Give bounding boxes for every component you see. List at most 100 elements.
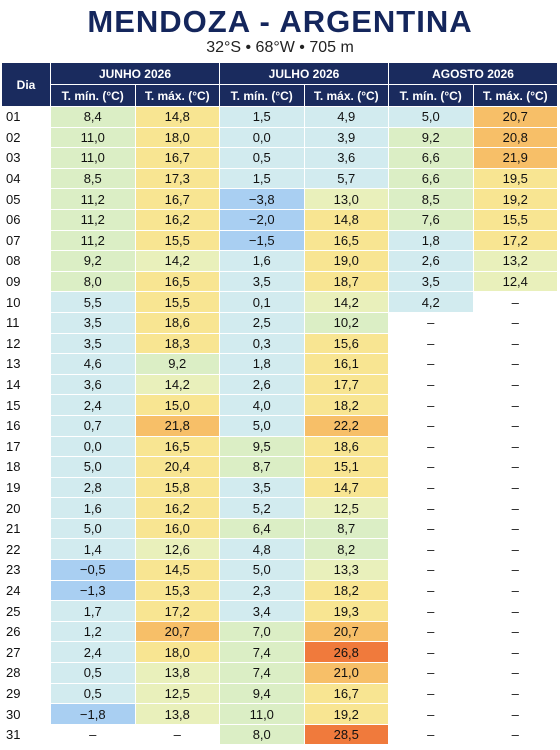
temp-cell: 0,0 bbox=[219, 126, 305, 149]
temp-cell: 20,4 bbox=[134, 456, 220, 478]
data-row: 17 0,0 16,5 9,5 18,6– – bbox=[1, 435, 558, 458]
day-cell: 01 bbox=[1, 106, 51, 128]
data-row: 23 −0,5 14,5 5,0 13,3– – bbox=[1, 559, 558, 581]
temp-cell: – bbox=[472, 414, 558, 437]
temp-cell: 1,7 bbox=[50, 600, 136, 622]
temp-cell: 11,0 bbox=[50, 147, 136, 169]
day-cell: 03 bbox=[1, 147, 51, 169]
data-row: 06 11,2 16,2 −2,0 14,8 7,6 15,5 bbox=[1, 208, 558, 231]
title: MENDOZA - ARGENTINA bbox=[87, 4, 473, 39]
temp-cell: 4,2 bbox=[388, 291, 474, 313]
temp-cell: – bbox=[388, 538, 474, 561]
temp-cell: – bbox=[472, 497, 558, 519]
month-header: JULHO 2026 bbox=[219, 62, 389, 85]
temp-cell: 6,6 bbox=[388, 167, 474, 190]
data-row: 10 5,5 15,5 0,1 14,2 4,2– bbox=[1, 291, 558, 313]
temp-cell: 3,5 bbox=[50, 311, 136, 334]
temp-cell: 8,0 bbox=[219, 723, 305, 746]
temp-cell: 4,8 bbox=[219, 538, 305, 561]
temp-cell: 19,2 bbox=[472, 188, 558, 210]
data-row: 30 −1,8 13,8 11,0 19,2– – bbox=[1, 703, 558, 725]
day-cell: 06 bbox=[1, 208, 51, 231]
column-header: T. máx. (°C) bbox=[134, 84, 220, 107]
temp-cell: 5,0 bbox=[219, 559, 305, 581]
temp-cell: 16,5 bbox=[134, 270, 220, 293]
temp-cell: 8,5 bbox=[50, 167, 136, 190]
temp-cell: 16,1 bbox=[303, 353, 389, 375]
temp-cell: – bbox=[472, 538, 558, 561]
temp-cell: 1,5 bbox=[219, 167, 305, 190]
temp-cell: 0,7 bbox=[50, 414, 136, 437]
temp-cell: – bbox=[388, 332, 474, 355]
temp-cell: – bbox=[388, 311, 474, 334]
temp-cell: 16,7 bbox=[134, 147, 220, 169]
day-cell: 05 bbox=[1, 188, 51, 210]
temp-cell: 3,5 bbox=[219, 270, 305, 293]
day-cell: 09 bbox=[1, 270, 51, 293]
data-row: 29 0,5 12,5 9,4 16,7– – bbox=[1, 682, 558, 705]
temp-cell: 13,3 bbox=[303, 559, 389, 581]
temp-cell: 18,3 bbox=[134, 332, 220, 355]
temp-cell: – bbox=[472, 456, 558, 478]
temp-cell: – bbox=[472, 703, 558, 725]
temp-cell: – bbox=[388, 703, 474, 725]
temp-cell: – bbox=[388, 456, 474, 478]
temp-cell: 12,5 bbox=[303, 497, 389, 519]
temp-cell: – bbox=[472, 662, 558, 684]
temp-cell: 8,7 bbox=[219, 456, 305, 478]
temp-cell: 9,5 bbox=[219, 435, 305, 458]
temp-cell: 15,3 bbox=[134, 579, 220, 602]
temp-cell: 18,6 bbox=[303, 435, 389, 458]
temp-cell: 13,8 bbox=[134, 703, 220, 725]
temp-cell: 3,9 bbox=[303, 126, 389, 149]
temp-cell: – bbox=[472, 311, 558, 334]
day-cell: 23 bbox=[1, 559, 51, 581]
weather-table: Dia JUNHO 2026 JULHO 2026 AGOSTO 2026 T. mín… bbox=[1, 62, 558, 746]
temp-cell: 16,7 bbox=[303, 682, 389, 705]
temp-cell: 1,6 bbox=[219, 250, 305, 272]
temp-cell: – bbox=[472, 579, 558, 602]
day-cell: 04 bbox=[1, 167, 51, 190]
temp-cell: 11,0 bbox=[50, 126, 136, 149]
temp-cell: 17,2 bbox=[134, 600, 220, 622]
temp-cell: 9,2 bbox=[388, 126, 474, 149]
temp-cell: 3,5 bbox=[219, 476, 305, 499]
temp-cell: – bbox=[388, 662, 474, 684]
day-cell: 21 bbox=[1, 517, 51, 540]
data-row: 15 2,4 15,0 4,0 18,2– – bbox=[1, 394, 558, 416]
day-cell: 08 bbox=[1, 250, 51, 272]
data-row: 18 5,0 20,4 8,7 15,1– – bbox=[1, 456, 558, 478]
day-cell: 17 bbox=[1, 435, 51, 458]
temp-cell: 14,2 bbox=[134, 373, 220, 396]
temp-cell: 3,5 bbox=[50, 332, 136, 355]
temp-cell: 3,5 bbox=[388, 270, 474, 293]
temp-cell: 14,2 bbox=[134, 250, 220, 272]
temp-cell: – bbox=[472, 394, 558, 416]
temp-cell: 15,5 bbox=[472, 208, 558, 231]
day-cell: 11 bbox=[1, 311, 51, 334]
temp-cell: 26,8 bbox=[303, 641, 389, 664]
day-cell: 12 bbox=[1, 332, 51, 355]
data-row: 26 1,2 20,7 7,0 20,7– – bbox=[1, 620, 558, 643]
temp-cell: 14,7 bbox=[303, 476, 389, 499]
temp-cell: 15,6 bbox=[303, 332, 389, 355]
data-row: 20 1,6 16,2 5,2 12,5– – bbox=[1, 497, 558, 519]
temp-cell: – bbox=[388, 682, 474, 705]
temp-cell: 17,2 bbox=[472, 229, 558, 252]
temp-cell: – bbox=[388, 579, 474, 602]
subtitle: 32°S • 68°W • 705 m bbox=[206, 39, 354, 56]
column-header: T. mín. (°C) bbox=[50, 84, 136, 107]
temp-cell: – bbox=[472, 723, 558, 746]
temp-cell: 9,2 bbox=[50, 250, 136, 272]
data-row: 11 3,5 18,6 2,5 10,2– – bbox=[1, 311, 558, 334]
temp-cell: 7,0 bbox=[219, 620, 305, 643]
temp-cell: 3,6 bbox=[50, 373, 136, 396]
day-cell: 18 bbox=[1, 456, 51, 478]
temp-cell: – bbox=[388, 559, 474, 581]
temp-cell: 15,5 bbox=[134, 291, 220, 313]
temp-cell: 7,4 bbox=[219, 641, 305, 664]
temp-cell: −1,3 bbox=[50, 579, 136, 602]
temp-cell: 20,8 bbox=[472, 126, 558, 149]
temp-cell: 20,7 bbox=[472, 106, 558, 128]
